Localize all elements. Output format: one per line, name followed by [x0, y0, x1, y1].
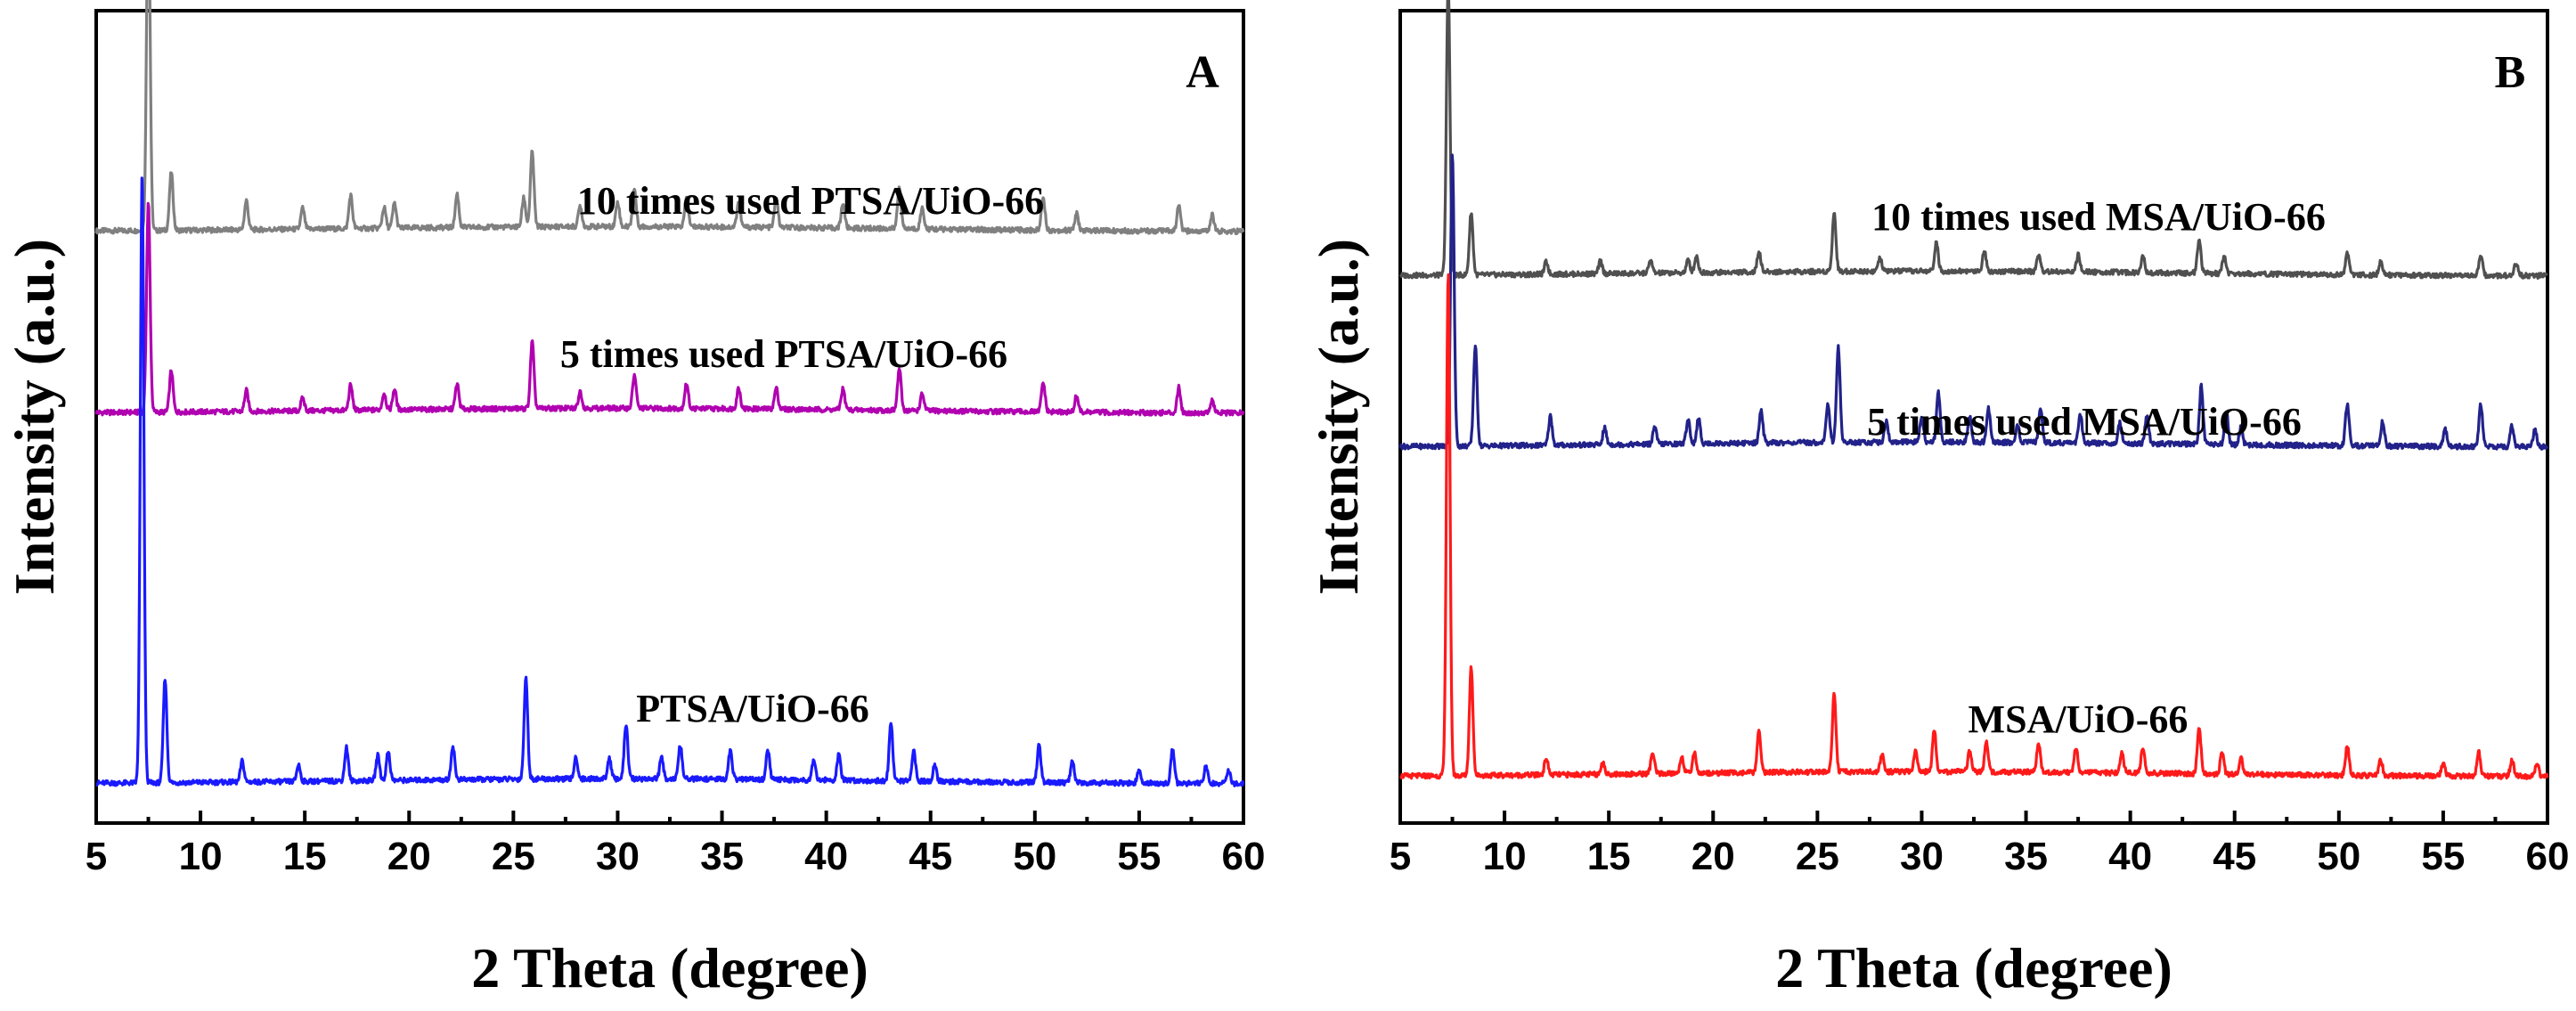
x-tick-label-50: 50: [2317, 835, 2360, 878]
series-line-5-times-used-msa-uio-66: [1398, 153, 2549, 451]
series-label-msa-uio66: MSA/UiO-66: [1969, 697, 2189, 741]
x-tick-label-60: 60: [2526, 835, 2570, 878]
x-tick-label-40: 40: [804, 835, 848, 878]
x-tick-label-45: 45: [2213, 835, 2256, 878]
series-label-5x-used-ptsa: 5 times used PTSA/UiO-66: [560, 332, 1007, 376]
x-tick-label-15: 15: [1587, 835, 1631, 878]
x-tick-label-50: 50: [1013, 835, 1056, 878]
panel-b: 5 10 15 20 25 30 35 40 45 50 55 60 B 10 times used …: [1307, 0, 2569, 999]
x-tick-label-55: 55: [1117, 835, 1161, 878]
series-line-10-times-used-ptsa-uio-66: [94, 0, 1245, 235]
y-axis-label-b: Intensity (a.u.): [1307, 239, 1370, 595]
x-tick-label-20: 20: [387, 835, 431, 878]
series-label-5x-used-msa: 5 times used MSA/UiO-66: [1867, 400, 2302, 444]
x-tick-label-35: 35: [700, 835, 744, 878]
x-tick-label-20: 20: [1692, 835, 1735, 878]
x-tick-label-60: 60: [1222, 835, 1266, 878]
x-tick-label-25: 25: [1796, 835, 1839, 878]
x-tick-label-30: 30: [596, 835, 640, 878]
x-tick-label-10: 10: [179, 835, 223, 878]
x-tick-label-5: 5: [86, 835, 107, 878]
series-label-ptsa-uio66: PTSA/UiO-66: [636, 687, 869, 730]
x-tick-label-30: 30: [1900, 835, 1944, 878]
panel-letter-a: A: [1186, 47, 1219, 98]
series-line-5-times-used-ptsa-uio-66: [94, 201, 1245, 417]
series-line-msa-uio-66: [1398, 273, 2549, 780]
panel-letter-b: B: [2495, 47, 2526, 98]
x-tick-label-40: 40: [2108, 835, 2152, 878]
x-tick-label-10: 10: [1483, 835, 1527, 878]
series-traces-b: [1398, 0, 2549, 780]
x-tick-label-25: 25: [492, 835, 535, 878]
y-axis-label-a: Intensity (a.u.): [3, 239, 66, 595]
x-axis-ticks-a: 5 10 15 20 25 30 35 40 45 50 55 60: [86, 811, 1266, 878]
x-tick-label-45: 45: [909, 835, 952, 878]
panel-a: 5 10 15 20 25 30 35 40 45 50 55 60 A 10 times used …: [3, 0, 1265, 999]
x-tick-label-55: 55: [2421, 835, 2465, 878]
x-tick-label-5: 5: [1390, 835, 1411, 878]
x-axis-label-b: 2 Theta (degree): [1775, 936, 2172, 999]
x-axis-label-a: 2 Theta (degree): [471, 936, 868, 999]
x-axis-ticks-b: 5 10 15 20 25 30 35 40 45 50 55 60: [1390, 811, 2570, 878]
x-tick-label-15: 15: [283, 835, 327, 878]
series-label-10x-used-ptsa: 10 times used PTSA/UiO-66: [577, 179, 1044, 223]
series-traces-a: [94, 0, 1245, 787]
series-label-10x-used-msa: 10 times used MSA/UiO-66: [1871, 195, 2326, 239]
x-tick-label-35: 35: [2004, 835, 2048, 878]
series-line-ptsa-uio-66: [95, 176, 1245, 787]
series-line-10-times-used-msa-uio-66: [1398, 0, 2548, 280]
